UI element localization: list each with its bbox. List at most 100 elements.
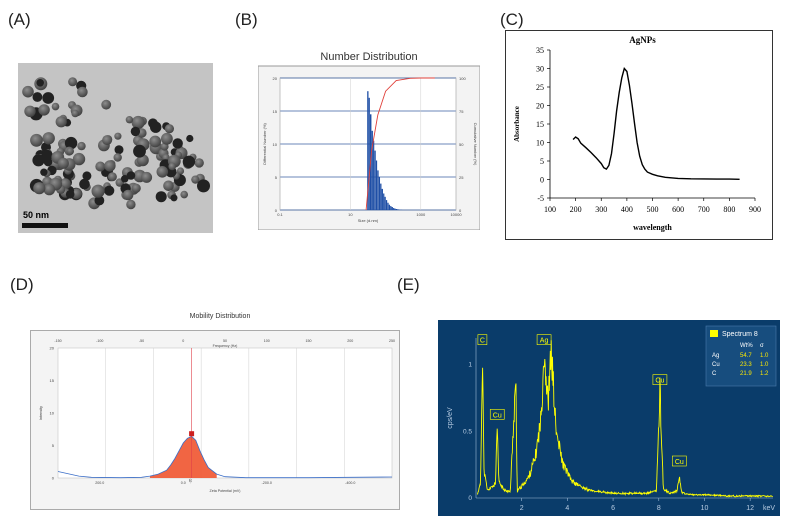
- histogram-bar: [385, 200, 388, 210]
- histogram-bar: [374, 150, 376, 210]
- x-tick-label: 2: [520, 505, 524, 512]
- histogram-bar: [378, 177, 381, 210]
- x-tick-label: 500: [647, 205, 659, 214]
- nanoparticle: [64, 136, 78, 150]
- x-tick-label: 0.1: [277, 212, 283, 217]
- chart-title: Mobility Distribution: [190, 313, 251, 320]
- histogram-bar: [380, 183, 382, 210]
- x2-tick-label: -100: [96, 339, 103, 343]
- marker-value-label: -20: [189, 478, 193, 483]
- nanoparticle: [182, 155, 196, 168]
- peak-label: Cu: [675, 459, 684, 466]
- nanoparticle: [104, 160, 116, 172]
- legend-col-header: σ: [760, 343, 764, 349]
- eds-spectrum-chart: 2 4 6 8 10 12 keV 0 0.5 1 cps/eV C Cu Ag Cu Cu Spectrum …: [438, 320, 780, 516]
- x2-axis-label: Frequency (Hz): [213, 344, 238, 348]
- nanoparticle: [36, 79, 44, 87]
- peak-label-box: [477, 334, 488, 345]
- nanoparticle: [71, 109, 79, 118]
- nanoparticle: [194, 158, 204, 168]
- peak-label-box: [652, 374, 668, 385]
- nanoparticle: [170, 194, 178, 202]
- peak-label-box: [536, 334, 552, 345]
- y-axis-label: cps/eV: [447, 407, 454, 429]
- scale-bar-label: 50 nm: [23, 210, 49, 220]
- x-axis-label: Zeta Potential (mV): [210, 489, 241, 493]
- nanoparticle: [114, 132, 122, 140]
- legend-element: Cu: [712, 362, 720, 368]
- nanoparticle: [197, 179, 210, 193]
- x-tick-label: 4: [565, 505, 569, 512]
- nanoparticle: [172, 138, 183, 149]
- y-tick-label: 5: [540, 157, 544, 166]
- nanoparticle: [22, 85, 34, 98]
- x2-tick-label: 0: [182, 339, 184, 343]
- legend-sigma: 1.2: [760, 371, 769, 377]
- nanoparticle: [24, 105, 36, 117]
- nanoparticle: [51, 102, 60, 111]
- nanoparticle: [30, 133, 43, 147]
- histogram-bar: [391, 207, 393, 210]
- nanoparticle: [102, 135, 113, 146]
- legend-swatch: [710, 330, 718, 337]
- x-tick-label: 800: [723, 205, 735, 214]
- y-tick-label: 25: [536, 83, 544, 92]
- histogram-bar: [384, 196, 386, 210]
- y2-tick-label: 75: [459, 109, 464, 114]
- peak-label-box: [672, 455, 687, 467]
- nanoparticle: [156, 166, 169, 178]
- x-tick-label: 12: [746, 505, 754, 512]
- y-tick-label: -5: [537, 194, 544, 203]
- legend-wt: 54.7: [740, 353, 752, 359]
- nanoparticle: [113, 153, 122, 162]
- nanoparticle: [121, 175, 129, 183]
- y-tick-label: 0: [540, 176, 544, 185]
- x-axis-label: keV: [763, 505, 775, 512]
- y-tick-label: 15: [50, 378, 55, 383]
- nanoparticle: [33, 182, 46, 195]
- peak-label-box: [489, 409, 505, 420]
- y-tick-label: 5: [275, 175, 278, 180]
- nanoparticle: [101, 99, 112, 110]
- y2-axis-label: Cumulative Number (%): [473, 123, 478, 166]
- y-tick-label: 15: [536, 120, 544, 129]
- nanoparticle: [40, 168, 48, 176]
- marker-box: [189, 431, 195, 437]
- histogram-bar: [397, 209, 399, 210]
- legend-col-header: Wt%: [740, 343, 753, 349]
- y-tick-label: 10: [536, 139, 544, 148]
- histogram-bar: [373, 140, 375, 210]
- mobility-distribution-chart: Mobility Distribution-150 -100 -50 0 50 100 15…: [30, 313, 400, 510]
- nanoparticle: [161, 132, 173, 145]
- nanoparticle: [125, 116, 134, 124]
- peak-label: C: [480, 338, 485, 345]
- panel-label-a: (A): [8, 10, 31, 29]
- histogram-bar: [388, 204, 391, 210]
- y-axis-label: Intensity: [39, 406, 43, 420]
- x-tick-label: 600: [672, 205, 684, 214]
- nanoparticle: [126, 199, 136, 210]
- histogram-bar: [394, 208, 396, 210]
- legend-sigma: 1.0: [760, 353, 769, 359]
- legend-element: Ag: [712, 353, 719, 359]
- nanoparticle: [114, 145, 124, 155]
- peak-label: Cu: [493, 412, 502, 419]
- y-tick-label: 1: [468, 362, 472, 369]
- histogram-bar: [368, 97, 370, 210]
- y-tick-label: 20: [273, 76, 278, 81]
- nanoparticle: [41, 149, 53, 162]
- histogram-bar: [395, 209, 398, 210]
- nanoparticle: [55, 116, 67, 128]
- y-tick-label: 15: [273, 109, 278, 114]
- nanoparticle: [180, 190, 188, 199]
- nanoparticle: [107, 172, 117, 182]
- nanoparticle: [42, 132, 55, 145]
- nanoparticle: [131, 183, 141, 193]
- nanoparticle: [126, 171, 136, 180]
- x-tick-label: 10: [701, 505, 709, 512]
- legend-wt: 21.9: [740, 371, 752, 377]
- panel-label-d: (D): [10, 275, 34, 294]
- nanoparticle: [168, 162, 176, 171]
- y-axis-label: Differential Number (%): [262, 122, 267, 164]
- legend-element: C: [712, 371, 717, 377]
